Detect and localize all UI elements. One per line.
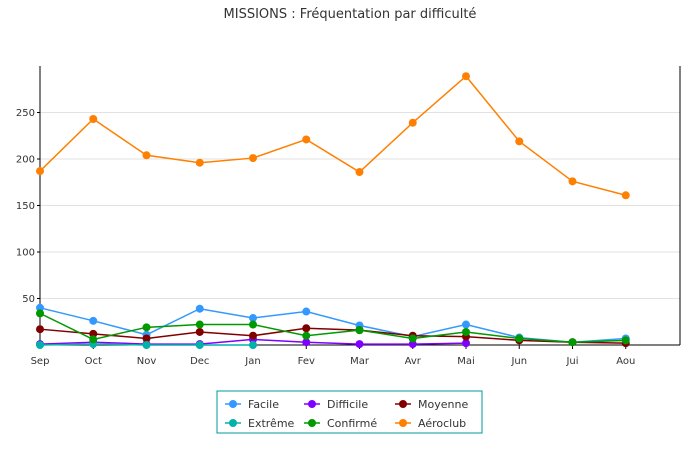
legend-label: Confirmé (327, 417, 377, 430)
x-tick-label: Mai (457, 356, 475, 367)
data-point (462, 320, 470, 329)
x-tick-label: Sep (31, 356, 50, 367)
data-point (355, 168, 364, 177)
data-point (142, 341, 151, 349)
data-point (355, 340, 364, 349)
data-point (515, 137, 524, 146)
data-point (249, 320, 257, 329)
series-line (39, 327, 626, 344)
data-point (195, 320, 204, 329)
x-ticks: Sep Oct Nov Dec Jan Fev Mar Avr Mai Jun Jui Aou (31, 345, 635, 367)
legend-item: Difficile (304, 398, 368, 411)
legend-label: Facile (248, 398, 279, 411)
data-point (142, 151, 151, 160)
data-point (462, 72, 470, 81)
legend-label: Aéroclub (418, 417, 466, 430)
data-point (408, 334, 417, 343)
y-tick-label: 150 (16, 201, 35, 212)
data-point (302, 338, 311, 347)
x-tick-label: Nov (137, 356, 157, 367)
series-line (39, 307, 626, 343)
x-tick-label: Oct (85, 356, 102, 367)
data-point (249, 341, 257, 349)
data-point (302, 307, 311, 316)
data-point (195, 304, 204, 313)
y-tick-label: 50 (22, 294, 35, 305)
legend-item: Confirmé (304, 417, 377, 430)
data-point (302, 331, 311, 340)
series-aeroclub (36, 72, 630, 200)
data-point (36, 341, 44, 349)
x-tick-label: Aou (616, 356, 635, 367)
data-point (36, 167, 44, 176)
data-point (89, 329, 98, 338)
data-point (355, 326, 364, 335)
legend-item: Extrême (225, 417, 295, 430)
data-point (408, 118, 417, 127)
data-point (195, 341, 204, 349)
legend-marker (308, 419, 316, 427)
legend-label: Difficile (327, 398, 368, 411)
x-tick-label: Mar (350, 356, 370, 367)
data-point (195, 158, 204, 167)
y-ticks: 50 100 150 200 250 (16, 108, 40, 305)
x-tick-label: Dec (190, 356, 209, 367)
data-point (302, 324, 311, 333)
legend-marker (229, 400, 237, 408)
legend-marker (399, 419, 407, 427)
data-point (36, 325, 44, 334)
data-point (302, 135, 311, 144)
data-point (621, 191, 630, 200)
legend-item: Facile (225, 398, 279, 411)
x-tick-label: Avr (405, 356, 422, 367)
legend: Facile Difficile Moyenne Extrême Confirmé Aér… (216, 390, 483, 434)
data-point (249, 154, 257, 163)
legend-marker (399, 400, 407, 408)
series-confirme (36, 309, 630, 347)
chart-title: MISSIONS : Fréquentation par difficulté (224, 7, 477, 22)
data-point (515, 334, 524, 343)
data-point (142, 334, 151, 343)
grid-lines (40, 112, 680, 299)
data-point (36, 309, 44, 318)
y-tick-label: 200 (16, 155, 35, 166)
data-point (89, 316, 98, 325)
data-point (89, 115, 98, 124)
legend-marker (308, 400, 316, 408)
data-point (568, 177, 577, 186)
data-point (195, 327, 204, 336)
legend-item: Aéroclub (395, 417, 466, 430)
data-point (462, 327, 470, 336)
data-point (408, 340, 417, 349)
data-point (36, 303, 44, 312)
x-tick-label: Jun (510, 356, 527, 367)
series-extreme (36, 340, 257, 349)
legend-marker (229, 419, 237, 427)
legend-item: Moyenne (395, 398, 468, 411)
legend-label: Moyenne (418, 398, 468, 411)
legend-box (216, 390, 483, 434)
series-line (39, 312, 626, 343)
data-point (89, 335, 98, 344)
data-point (621, 336, 630, 345)
x-tick-label: Jui (565, 356, 578, 367)
x-tick-label: Fev (298, 356, 315, 367)
data-point (568, 338, 577, 347)
series-lines (36, 72, 630, 349)
y-tick-label: 100 (16, 248, 35, 259)
series-line (39, 75, 626, 196)
data-point (462, 339, 470, 348)
data-point (142, 323, 151, 332)
data-point (249, 331, 257, 340)
y-tick-label: 250 (16, 108, 35, 119)
x-tick-label: Jan (244, 356, 260, 367)
legend-label: Extrême (248, 417, 295, 430)
data-point (249, 314, 257, 323)
